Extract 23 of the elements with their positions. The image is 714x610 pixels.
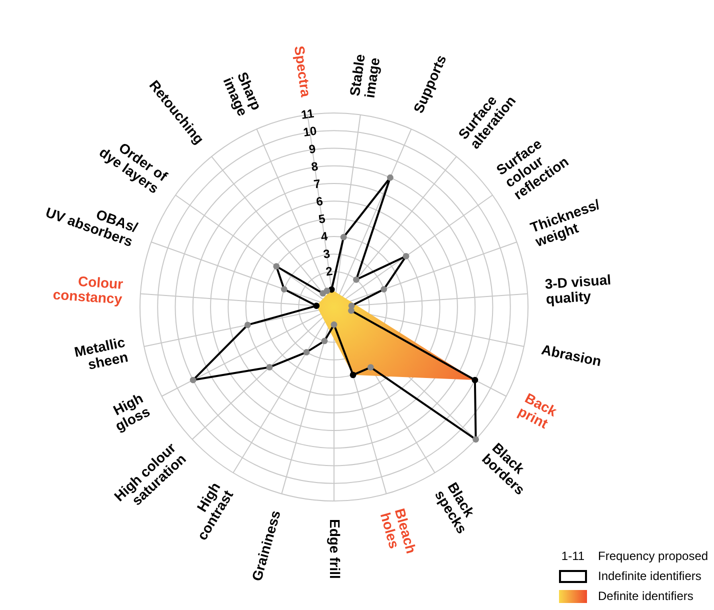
spoke-label: Metallic sheen <box>72 334 130 372</box>
y-tick-label: 6 <box>315 194 324 209</box>
y-tick-label: 5 <box>318 212 326 226</box>
text: Frequency proposed <box>598 549 708 563</box>
spoke-label: Abrasion <box>540 341 603 370</box>
spoke-label: Stable image <box>346 52 383 99</box>
spoke-label: Sharp image <box>220 70 265 118</box>
spoke-label: Edge frill <box>327 519 344 579</box>
legend-label: Indefinite identifiers <box>598 569 702 583</box>
y-tick-label: 8 <box>310 159 320 174</box>
spoke-label: 3-D visual quality <box>544 271 612 307</box>
y-tick-label: 4 <box>320 229 329 244</box>
spoke-label: Bleach holes <box>377 506 420 556</box>
y-tick-label: 7 <box>312 176 322 192</box>
y-tick-label: 10 <box>302 124 318 140</box>
y-tick-label: 3 <box>322 246 332 262</box>
spoke-label: Spectra <box>291 44 314 98</box>
y-tick-label: 2 <box>324 264 334 279</box>
y-tick-label: 9 <box>308 142 317 156</box>
legend-label: Definite identifiers <box>598 589 694 603</box>
text: 1-11 <box>560 549 586 563</box>
spoke-label: Colour constancy <box>52 272 124 307</box>
y-tick-label: 11 <box>300 106 316 122</box>
